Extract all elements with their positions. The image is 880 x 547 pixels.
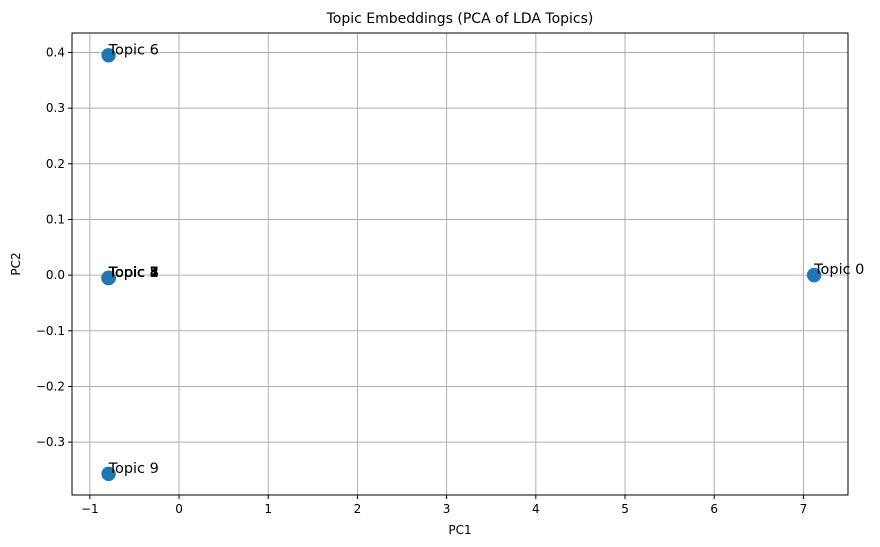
point-label: Topic 4 — [108, 265, 159, 281]
x-tick-label: 1 — [264, 502, 272, 516]
data-points — [101, 48, 822, 482]
y-axis-label: PC2 — [9, 252, 23, 275]
x-axis-label: PC1 — [448, 523, 471, 537]
point-label: Topic 5 — [108, 265, 159, 281]
point-label: Topic 7 — [108, 265, 159, 281]
x-tick-label: 0 — [175, 502, 183, 516]
x-tick-label: 6 — [710, 502, 718, 516]
y-tick-label: 0.2 — [46, 157, 65, 171]
x-tick-label: 2 — [354, 502, 362, 516]
y-tick-label: −0.1 — [36, 324, 65, 338]
chart-title: Topic Embeddings (PCA of LDA Topics) — [326, 11, 594, 27]
data-point — [101, 270, 116, 286]
point-label: Topic 0 — [813, 262, 864, 278]
y-tick-label: 0.3 — [46, 101, 65, 115]
point-label: Topic 2 — [108, 265, 159, 281]
plot-frame — [71, 32, 849, 496]
point-label: Topic 8 — [108, 265, 159, 281]
y-axis-ticks: −0.3 −0.2 −0.1 0.0 0.1 0.2 0.3 0.4 — [36, 45, 72, 449]
data-point — [806, 267, 822, 283]
x-tick-label: 7 — [800, 502, 808, 516]
data-point — [101, 466, 116, 482]
y-tick-label: 0.4 — [46, 45, 65, 59]
y-tick-label: 0.1 — [46, 212, 65, 226]
point-label: Topic 1 — [108, 265, 159, 281]
x-tick-label: 3 — [443, 502, 451, 516]
x-tick-label: 5 — [621, 502, 629, 516]
point-label: Topic 9 — [108, 461, 159, 477]
y-tick-label: 0.0 — [46, 268, 65, 282]
x-axis-ticks: −1 0 1 2 3 4 5 6 7 — [81, 495, 807, 516]
x-tick-label: 4 — [532, 502, 540, 516]
y-tick-label: −0.3 — [36, 435, 65, 449]
x-tick-label: −1 — [81, 502, 99, 516]
grid-lines — [72, 33, 848, 495]
point-label: Topic 6 — [108, 42, 159, 58]
data-point — [101, 48, 116, 63]
y-tick-label: −0.2 — [36, 379, 65, 393]
point-label: Topic 3 — [108, 265, 159, 281]
